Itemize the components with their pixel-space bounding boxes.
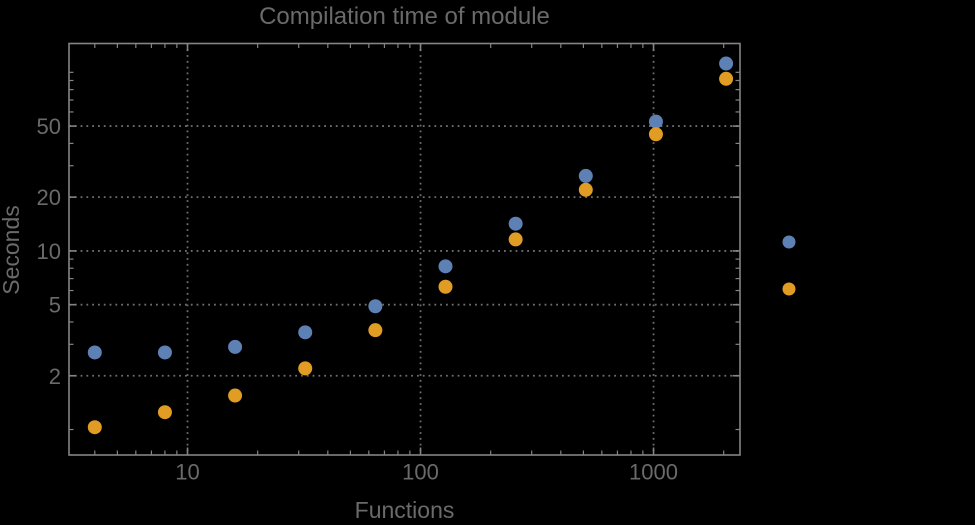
data-point-series-blue	[298, 325, 313, 340]
x-axis-label: Functions	[354, 497, 455, 523]
y-tick-label: 2	[49, 364, 61, 389]
data-point-series-orange	[368, 323, 383, 338]
data-point-series-orange	[87, 420, 102, 435]
data-point-series-blue	[228, 339, 243, 354]
data-point-series-blue	[157, 345, 172, 360]
chart-title: Compilation time of module	[259, 3, 550, 30]
data-point-series-blue	[578, 168, 593, 183]
y-tick-label: 20	[37, 185, 61, 210]
y-axis-label: Seconds	[0, 205, 24, 295]
data-point-series-orange	[508, 232, 523, 247]
x-tick-label: 1000	[629, 460, 678, 485]
y-tick-label: 5	[49, 293, 61, 318]
data-point-series-blue	[719, 56, 734, 71]
plot-frame	[68, 42, 741, 456]
y-tick-label: 50	[37, 114, 61, 139]
data-point-series-orange	[228, 388, 243, 403]
data-point-series-orange	[578, 182, 593, 197]
data-point-series-blue	[648, 114, 663, 129]
y-tick-label: 10	[37, 239, 61, 264]
data-point-series-blue	[87, 345, 102, 360]
data-point-series-orange	[157, 405, 172, 420]
data-point-series-blue	[508, 216, 523, 231]
x-tick-label: 10	[175, 460, 199, 485]
data-point-series-orange	[719, 71, 734, 86]
legend-marker-blue	[782, 235, 796, 249]
data-point-series-orange	[298, 361, 313, 376]
data-point-series-blue	[438, 259, 453, 274]
data-point-series-orange	[648, 127, 663, 142]
data-point-series-blue	[368, 299, 383, 314]
legend-marker-orange	[782, 282, 796, 296]
data-point-series-orange	[438, 279, 453, 294]
x-tick-label: 100	[402, 460, 439, 485]
